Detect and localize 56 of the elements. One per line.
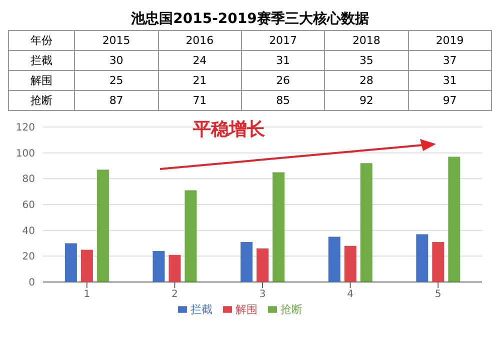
data-label: 21 xyxy=(158,70,242,90)
text: 解围 xyxy=(30,74,53,87)
y-tick-label: 40 xyxy=(22,226,35,237)
x-tick-label: 5 xyxy=(434,289,442,300)
bar xyxy=(96,170,109,282)
bar xyxy=(416,234,428,282)
bar xyxy=(448,156,460,282)
y-tick-label: 80 xyxy=(22,174,35,186)
x-tick-label: 4 xyxy=(347,289,354,300)
y-tick-label: 120 xyxy=(16,122,35,134)
legend-label: 解围 xyxy=(236,303,258,316)
data-label: 24 xyxy=(158,50,242,70)
bar xyxy=(168,254,181,282)
bar xyxy=(360,163,372,282)
y-tick-label: 0 xyxy=(28,278,35,289)
data-label: 26 xyxy=(241,70,325,90)
text: 2019 xyxy=(408,30,492,50)
data-label: 35 xyxy=(324,50,408,70)
bar xyxy=(272,172,285,282)
text: 2016 xyxy=(158,30,242,50)
data-label: 87 xyxy=(74,90,158,110)
bar xyxy=(64,243,77,282)
text: 拦截 xyxy=(30,54,53,67)
y-tick-label: 100 xyxy=(16,148,35,160)
bar xyxy=(152,251,165,282)
data-label: 71 xyxy=(158,90,242,110)
text: 2018 xyxy=(324,30,408,50)
legend-label: 拦截 xyxy=(190,303,212,316)
text: 2015 xyxy=(74,30,158,50)
bar xyxy=(344,246,356,282)
y-tick-label: 60 xyxy=(22,200,35,212)
data-label: 92 xyxy=(324,90,408,110)
text: 抢断 xyxy=(30,94,53,107)
chart-title: 池忠国2015-2019赛季三大核心数据 xyxy=(130,10,370,29)
legend-label: 抢断 xyxy=(280,303,302,316)
data-label: 31 xyxy=(408,70,492,90)
bar xyxy=(80,250,93,282)
data-label: 37 xyxy=(408,50,492,70)
data-label: 85 xyxy=(241,90,325,110)
annotation: 平稳增长 xyxy=(193,118,265,141)
y-tick-label: 20 xyxy=(22,252,35,263)
bar xyxy=(240,242,253,282)
data-label: 28 xyxy=(324,70,408,90)
data-label: 97 xyxy=(408,90,492,110)
bar xyxy=(256,248,269,282)
bar xyxy=(328,236,340,282)
x-tick-label: 2 xyxy=(172,289,178,300)
data-label: 25 xyxy=(74,70,158,90)
bar xyxy=(184,190,197,282)
bar xyxy=(432,242,444,282)
x-tick-label: 1 xyxy=(84,289,90,300)
data-label: 30 xyxy=(74,50,158,70)
text: 2017 xyxy=(241,30,325,50)
x-tick-label: 3 xyxy=(259,289,266,300)
data-label: 31 xyxy=(241,50,325,70)
text: 年份 xyxy=(8,30,75,50)
